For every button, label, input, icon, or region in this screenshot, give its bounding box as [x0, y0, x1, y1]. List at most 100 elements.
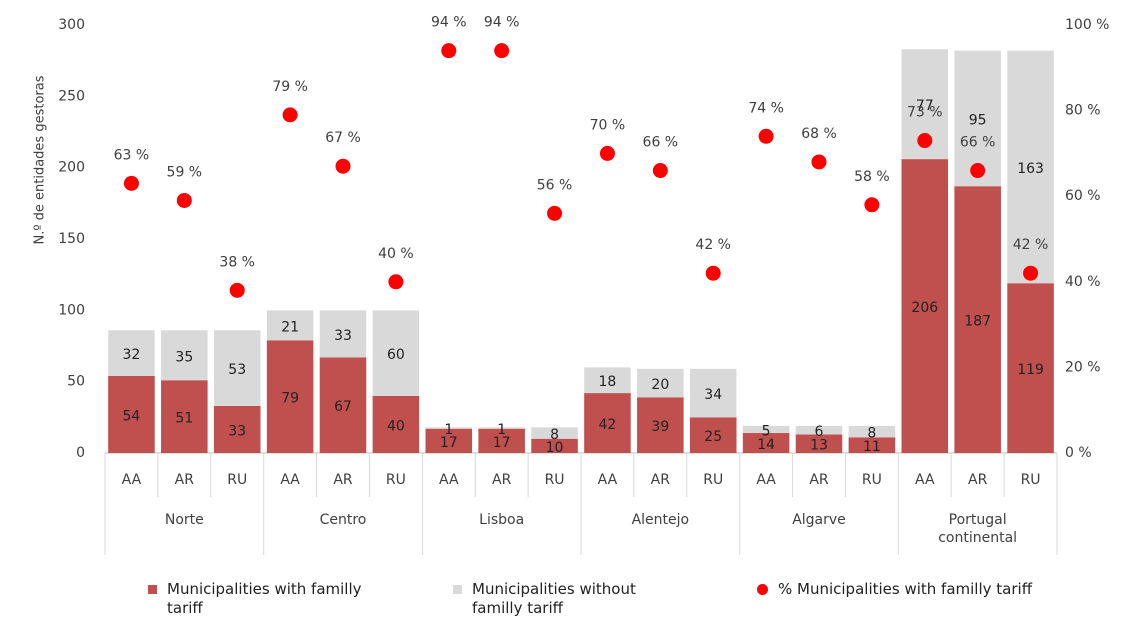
point [864, 197, 880, 213]
legend-label: Municipalities with familly tariff [167, 580, 362, 617]
point [1023, 265, 1039, 281]
y-tick-label: 300 [58, 17, 85, 33]
point-label: 66 % [960, 135, 996, 151]
x-tick-label: AR [175, 472, 195, 488]
x-tick-label: AR [492, 472, 512, 488]
y-tick-label: 200 [58, 160, 85, 176]
data-label: 79 [281, 391, 299, 407]
point [970, 163, 986, 179]
bar [795, 425, 843, 435]
bar [213, 330, 261, 406]
bar [954, 186, 1001, 454]
point [388, 274, 404, 290]
group-label: Algarve [792, 512, 846, 528]
group-label: Centro [319, 512, 367, 528]
bar [425, 427, 473, 429]
y2-tick-label: 60 % [1065, 188, 1101, 204]
point-label: 56 % [537, 177, 573, 193]
y-tick-label: 50 [67, 374, 85, 390]
y-axis-title: N.º de entidades gestoras [33, 75, 48, 244]
point [547, 205, 563, 221]
point-label: 94 % [431, 15, 467, 31]
data-label: 67 [334, 399, 352, 415]
x-tick-label: AR [333, 472, 353, 488]
data-label: 32 [123, 347, 141, 363]
x-tick-label: RU [386, 472, 406, 488]
data-label: 17 [440, 435, 458, 451]
point-label: 74 % [748, 100, 784, 116]
bar [901, 159, 949, 453]
bar [689, 368, 737, 418]
point-label: 40 % [378, 246, 414, 262]
x-tick-label: AA [598, 472, 618, 488]
group-label: Portugal continental [938, 512, 1018, 546]
legend-marker [757, 584, 768, 595]
bar [266, 310, 314, 341]
point [494, 43, 510, 59]
point-label: 59 % [167, 164, 203, 180]
point-label: 58 % [854, 169, 890, 185]
data-label: 18 [599, 374, 617, 390]
point [917, 133, 933, 149]
group-label: Lisboa [479, 512, 525, 528]
bar [1007, 283, 1054, 453]
data-label: 206 [911, 300, 938, 316]
legend-label: % Municipalities with familly tariff [778, 580, 1033, 598]
bar [531, 427, 578, 439]
data-label: 13 [810, 438, 828, 454]
point [652, 163, 668, 179]
data-label: 95 [969, 112, 987, 128]
data-label: 187 [964, 314, 991, 330]
bar [478, 427, 525, 429]
bar [1007, 50, 1054, 284]
bar [584, 367, 631, 394]
x-tick-label: AR [809, 472, 829, 488]
data-label: 8 [550, 427, 559, 443]
bar [742, 433, 790, 453]
point [441, 43, 457, 59]
legend-item: Municipalities with familly tariff [148, 580, 398, 618]
data-label: 35 [175, 349, 193, 365]
data-label: 14 [757, 437, 775, 453]
data-label: 163 [1017, 161, 1044, 177]
x-tick-label: RU [862, 472, 882, 488]
bar [848, 425, 896, 438]
legend-marker [453, 585, 462, 594]
x-tick-label: AA [756, 472, 776, 488]
y-tick-label: 0 [76, 445, 85, 461]
bar [637, 368, 684, 398]
data-label: 60 [387, 347, 405, 363]
x-tick-label: RU [1021, 472, 1041, 488]
point [335, 158, 351, 174]
point [229, 282, 245, 298]
y2-tick-label: 100 % [1065, 17, 1109, 33]
x-tick-label: RU [227, 472, 247, 488]
point [176, 192, 192, 208]
x-tick-label: RU [545, 472, 565, 488]
point-label: 79 % [272, 79, 308, 95]
bar [372, 310, 420, 396]
data-label: 33 [228, 423, 246, 439]
point [599, 145, 615, 161]
point-label: 67 % [325, 130, 361, 146]
bar [478, 428, 525, 453]
y-tick-label: 150 [58, 231, 85, 247]
data-label: 1 [444, 422, 453, 438]
legend-marker [148, 585, 157, 594]
group-label: Alentejo [631, 512, 690, 528]
y2-tick-label: 0 % [1065, 445, 1092, 461]
bar [848, 437, 896, 453]
group-label: Norte [164, 512, 204, 528]
data-label: 42 [599, 417, 617, 433]
y2-tick-label: 40 % [1065, 274, 1101, 290]
x-tick-label: AA [439, 472, 459, 488]
point [705, 265, 721, 281]
point [282, 107, 298, 123]
point [123, 175, 139, 191]
bar [319, 357, 367, 453]
data-label: 5 [762, 423, 771, 439]
bar [742, 425, 790, 434]
x-tick-label: AA [122, 472, 142, 488]
